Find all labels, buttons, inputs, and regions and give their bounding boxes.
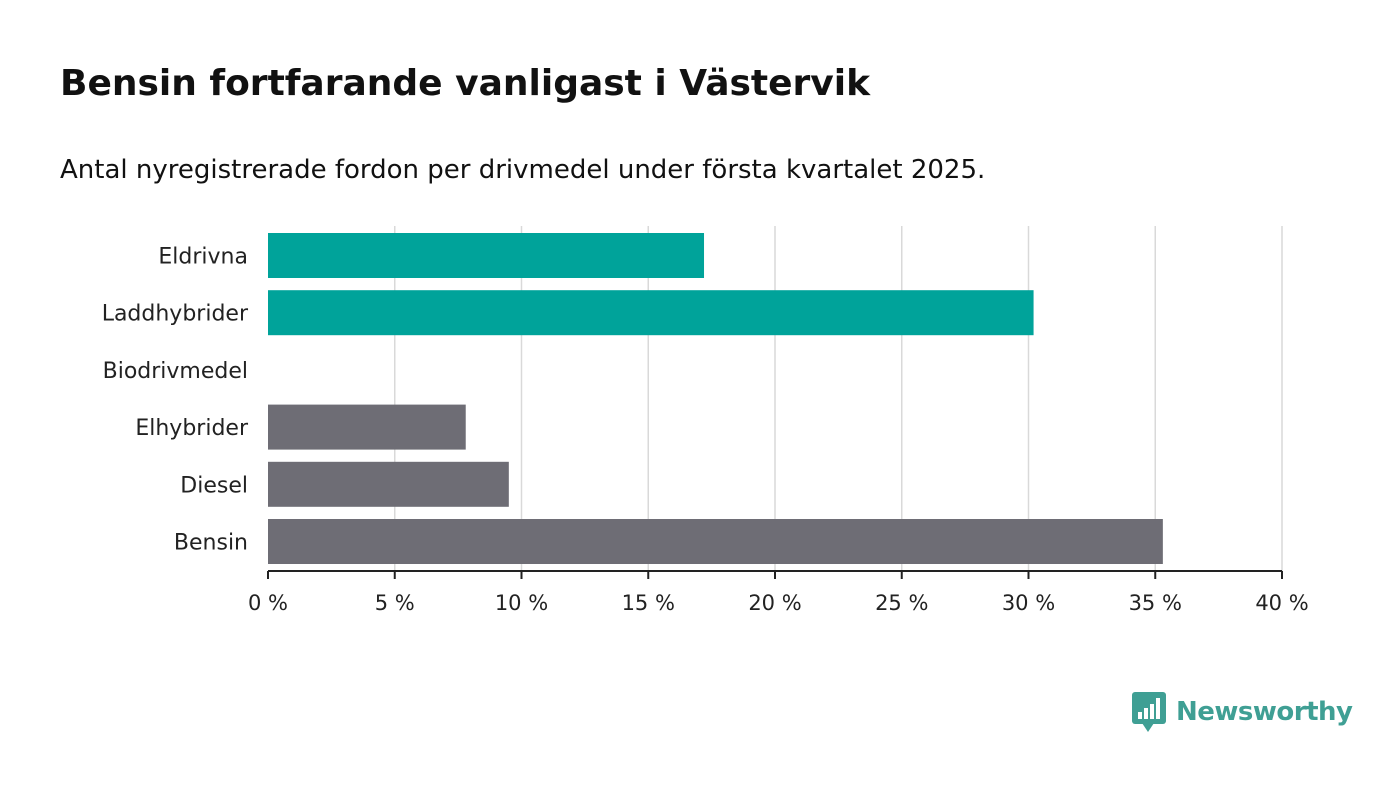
category-label: Laddhybrider	[102, 302, 249, 327]
category-label: Diesel	[180, 473, 248, 498]
bar	[268, 290, 1034, 336]
x-tick-label: 25 %	[875, 591, 928, 615]
x-tick-label: 40 %	[1255, 591, 1308, 615]
category-label: Biodrivmedel	[103, 359, 248, 384]
bar	[268, 519, 1163, 564]
category-label: Eldrivna	[158, 245, 248, 270]
newsworthy-logo: Newsworthy	[1132, 690, 1353, 734]
category-label: Bensin	[174, 531, 248, 556]
chart-title: Bensin fortfarande vanligast i Västervik	[60, 63, 871, 104]
x-tick-label: 15 %	[622, 591, 675, 615]
chart-subtitle: Antal nyregistrerade fordon per drivmede…	[60, 155, 986, 185]
bar	[268, 233, 705, 278]
x-tick-label: 30 %	[1002, 591, 1055, 615]
category-labels: Eldrivna Laddhybrider Biodrivmedel Elhybrid…	[102, 245, 249, 556]
bar	[268, 404, 466, 450]
brand-name: Newsworthy	[1176, 697, 1353, 727]
gridlines	[394, 226, 1283, 571]
x-tick-label: 35 %	[1129, 591, 1182, 615]
x-tick-label: 20 %	[748, 591, 801, 615]
x-tick-label: 5 %	[375, 591, 415, 615]
x-tick-label: 10 %	[495, 591, 548, 615]
category-label: Elhybrider	[135, 416, 249, 441]
bar	[268, 461, 509, 507]
x-axis: 0 % 5 % 10 % 15 % 20 % 25 % 30 % 35 % 40 %	[248, 570, 1309, 615]
bar-chart-speech-bubble-icon	[1132, 692, 1166, 732]
x-tick-label: 0 %	[248, 591, 288, 615]
bars	[268, 233, 1163, 564]
